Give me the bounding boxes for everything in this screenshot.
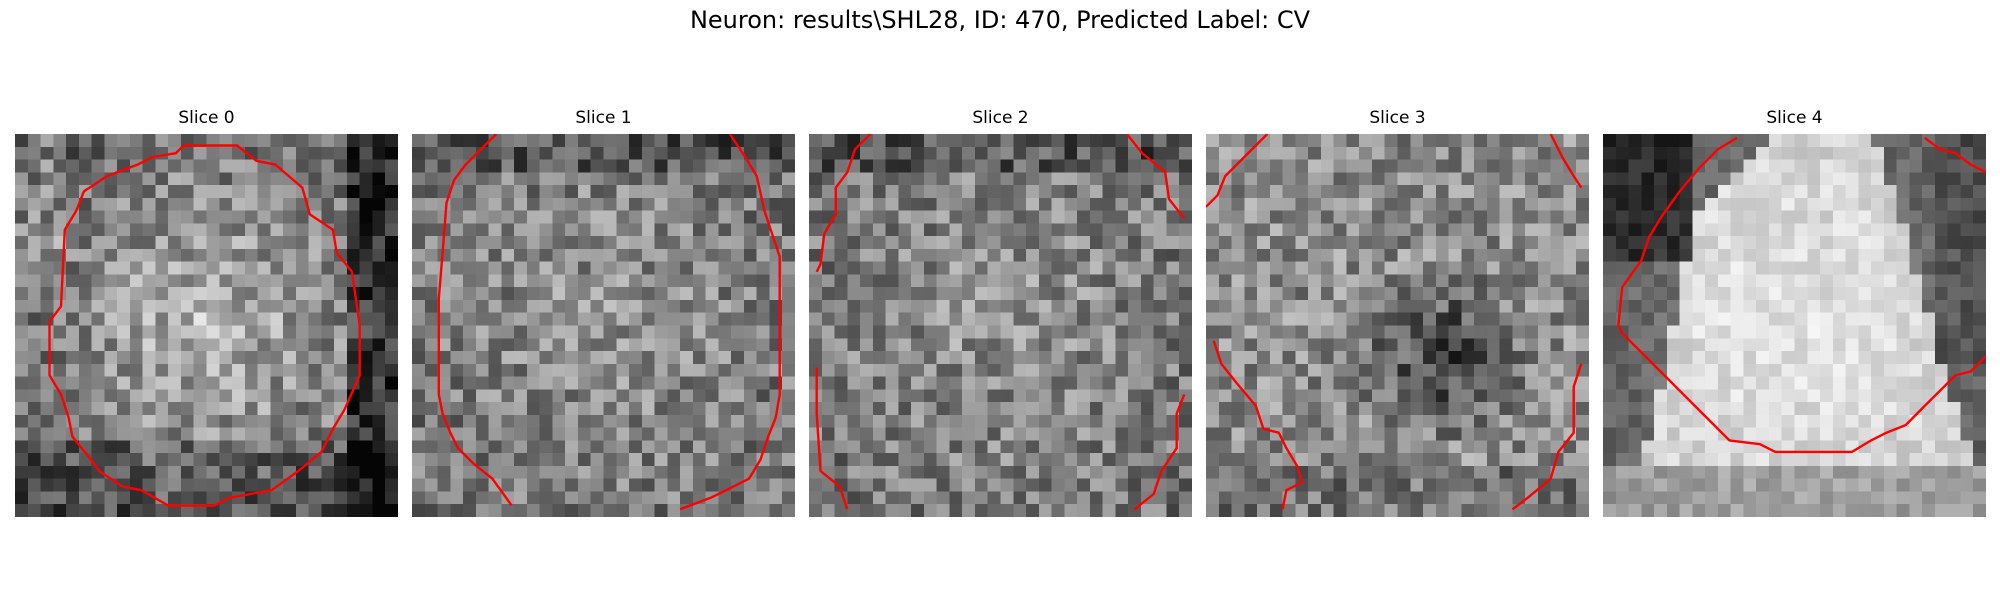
slice-texture xyxy=(1206,134,1589,517)
slice-texture xyxy=(1603,134,1986,517)
contour-line xyxy=(1206,134,1269,208)
contour-line xyxy=(815,134,872,273)
contour-line xyxy=(1511,363,1583,511)
slice-3-title: Slice 3 xyxy=(1369,108,1426,128)
contour-line xyxy=(1923,136,1986,174)
slice-2-panel xyxy=(809,134,1192,517)
slice-4-title: Slice 4 xyxy=(1766,108,1823,128)
slice-3-panel xyxy=(1206,134,1589,517)
slice-texture xyxy=(15,134,398,517)
contour-line xyxy=(437,134,513,507)
slice-3-image xyxy=(1206,134,1589,517)
slice-4-image xyxy=(1603,134,1986,517)
slice-texture xyxy=(809,134,1192,517)
slice-4-panel xyxy=(1603,134,1986,517)
contour-line xyxy=(1133,393,1186,511)
slice-0-title: Slice 0 xyxy=(178,108,235,128)
contour-line xyxy=(1125,134,1186,220)
contour-line xyxy=(1617,136,1986,454)
slice-texture xyxy=(412,134,795,517)
figure-title: Neuron: results\SHL28, ID: 470, Predicte… xyxy=(689,6,1311,34)
slice-1-image xyxy=(412,134,795,517)
slice-0-image xyxy=(15,134,398,517)
contour-line xyxy=(815,367,849,510)
contour-line xyxy=(679,134,781,511)
contour-line xyxy=(1212,340,1304,510)
contour-line xyxy=(1549,134,1583,189)
contour-line xyxy=(48,144,361,507)
slice-1-panel xyxy=(412,134,795,517)
slice-2-image xyxy=(809,134,1192,517)
slice-1-title: Slice 1 xyxy=(575,108,632,128)
slice-2-title: Slice 2 xyxy=(972,108,1029,128)
slice-0-panel xyxy=(15,134,398,517)
